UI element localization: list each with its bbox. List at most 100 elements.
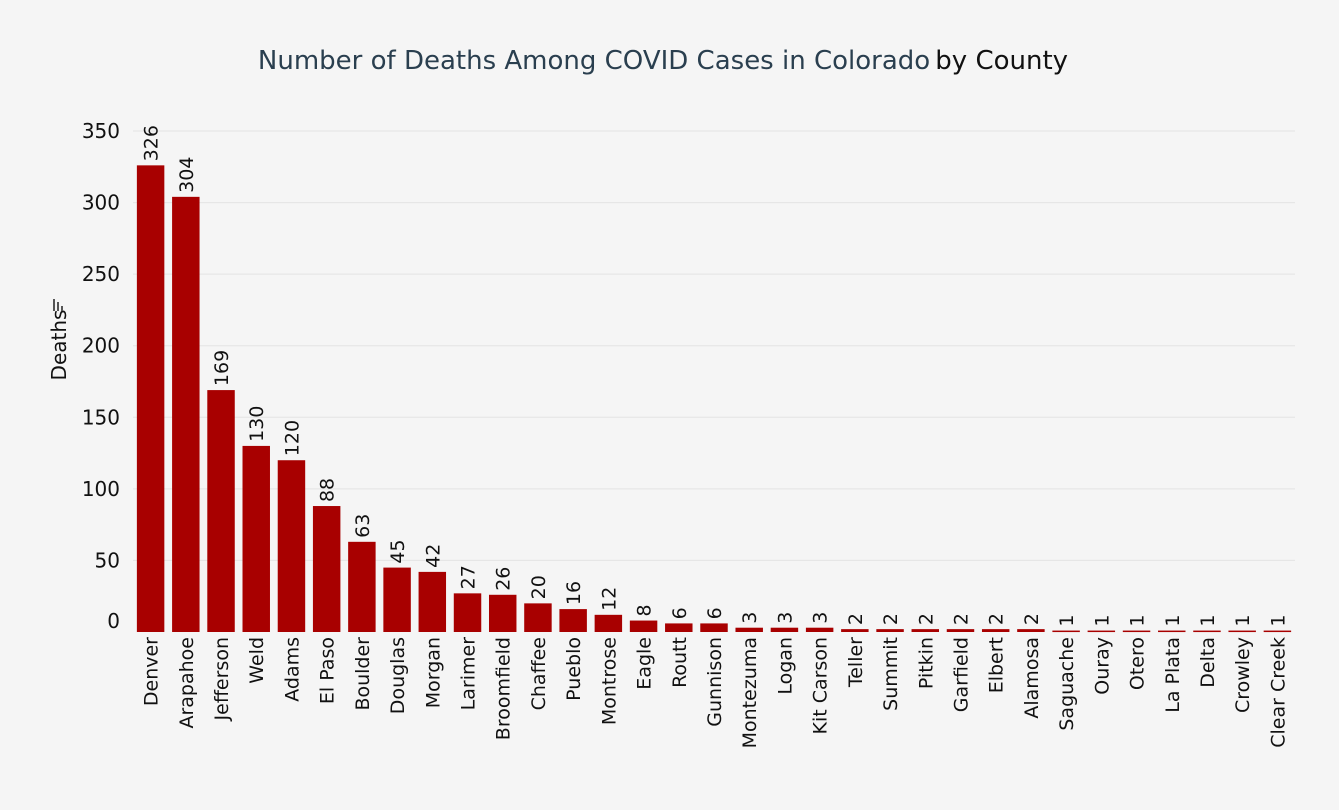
bar[interactable] [1122, 630, 1151, 633]
bar[interactable] [418, 571, 447, 632]
data-label: 88 [317, 478, 339, 502]
x-tick-label: Summit [880, 637, 902, 711]
bar[interactable] [629, 620, 658, 632]
x-tick-label: Pitkin [915, 637, 937, 689]
data-label: 326 [141, 125, 163, 161]
data-label: 2 [1021, 613, 1043, 625]
bar[interactable] [559, 609, 587, 632]
bar[interactable] [770, 627, 799, 632]
data-label: 2 [986, 613, 1008, 625]
filter-icon[interactable] [53, 299, 63, 311]
x-tick-label: Clear Creek [1267, 637, 1289, 748]
y-tick-label: 300 [82, 191, 120, 215]
x-tick-label: Montrose [598, 637, 620, 725]
chart-title-tail: by County [935, 46, 1068, 76]
x-tick-label: Douglas [387, 637, 409, 714]
bar[interactable] [1087, 630, 1116, 633]
bar[interactable] [981, 629, 1010, 632]
bar[interactable] [453, 593, 482, 632]
data-label: 3 [774, 612, 796, 624]
data-label: 1 [1091, 614, 1113, 626]
data-label: 16 [563, 581, 585, 605]
bars [136, 165, 1292, 633]
bar[interactable] [524, 603, 552, 632]
y-tick-label: 200 [82, 334, 120, 358]
data-label: 3 [739, 612, 761, 624]
data-label: 8 [634, 604, 656, 616]
gridlines [133, 130, 1295, 561]
data-label: 1 [1162, 614, 1184, 626]
bar[interactable] [911, 629, 940, 632]
bar[interactable] [876, 629, 904, 632]
bar[interactable] [348, 541, 376, 632]
x-tick-label: Boulder [352, 637, 374, 711]
bar[interactable] [383, 567, 411, 632]
bar[interactable] [1052, 630, 1080, 633]
bar[interactable] [172, 196, 200, 633]
y-tick-label: 350 [82, 119, 120, 143]
x-tick-label: Larimer [458, 637, 480, 711]
data-label: 3 [810, 612, 832, 624]
x-tick-label: Garfield [950, 637, 972, 712]
data-label: 1 [1267, 614, 1289, 626]
data-label: 304 [176, 157, 198, 193]
x-tick-label: Alamosa [1021, 637, 1043, 719]
x-tick-label: Delta [1197, 637, 1219, 688]
data-label: 6 [669, 607, 691, 619]
y-tick-label: 50 [95, 548, 120, 572]
bar[interactable] [1263, 630, 1292, 633]
bar[interactable] [488, 594, 517, 632]
bar[interactable] [594, 614, 623, 632]
bar[interactable] [841, 629, 869, 632]
chart-title-main: Number of Deaths Among COVID Cases in Co… [258, 46, 930, 76]
bar[interactable] [242, 445, 270, 632]
x-tick-label: Logan [774, 637, 796, 695]
x-tick-label: Crowley [1232, 637, 1254, 713]
x-tick-label: Morgan [422, 637, 444, 708]
data-label: 2 [845, 613, 867, 625]
x-tick-label: Adams [281, 637, 303, 702]
x-tick-label: Otero [1127, 637, 1149, 690]
bar[interactable] [136, 165, 165, 632]
x-tick-label: Elbert [986, 637, 1008, 693]
y-tick-label: 250 [82, 262, 120, 286]
bar[interactable] [735, 627, 763, 632]
bar[interactable] [1158, 630, 1186, 633]
data-label: 2 [880, 613, 902, 625]
x-tick-label: Ouray [1091, 637, 1113, 695]
bar[interactable] [207, 390, 235, 632]
bar[interactable] [1193, 630, 1221, 633]
bar[interactable] [1017, 629, 1045, 632]
bar[interactable] [1228, 630, 1256, 633]
y-tick-label: 150 [82, 405, 120, 429]
x-tick-label: Routt [669, 637, 691, 688]
x-tick-label: Saguache [1056, 637, 1078, 731]
bar[interactable] [805, 627, 834, 632]
x-tick-label: El Paso [317, 637, 339, 704]
data-label: 2 [950, 613, 972, 625]
data-label: 20 [528, 575, 550, 599]
x-tick-label: Arapahoe [176, 637, 198, 729]
x-tick-label: Denver [141, 637, 163, 706]
y-tick-label: 100 [82, 477, 120, 501]
data-label: 1 [1197, 614, 1219, 626]
data-label: 6 [704, 607, 726, 619]
bar[interactable] [946, 629, 975, 632]
bar[interactable] [277, 460, 306, 632]
x-tick-label: Kit Carson [810, 637, 832, 735]
bar[interactable] [312, 506, 341, 632]
data-label: 27 [458, 565, 480, 589]
x-tick-label: Weld [246, 637, 268, 684]
data-label: 169 [211, 350, 233, 386]
x-tick-label: Chaffee [528, 637, 550, 710]
x-tick-label: Teller [845, 637, 867, 688]
bar[interactable] [700, 623, 728, 632]
data-label: 63 [352, 514, 374, 538]
x-tick-label: Montezuma [739, 637, 761, 748]
y-tick-label: 0 [107, 609, 120, 633]
x-tick-label: Gunnison [704, 637, 726, 727]
bar[interactable] [665, 623, 693, 632]
